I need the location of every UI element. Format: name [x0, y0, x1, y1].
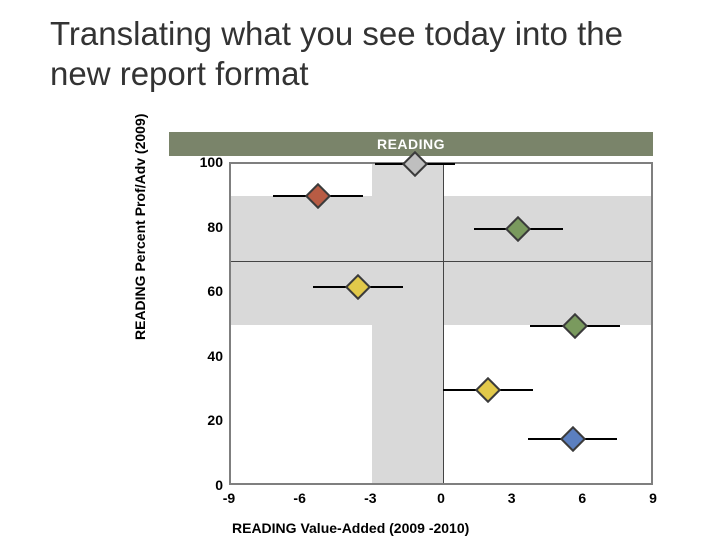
x-tick-label: 3	[508, 490, 516, 506]
y-axis-label: READING Percent Prof/Adv (2009)	[132, 114, 148, 340]
error-bar	[273, 195, 363, 197]
error-bar	[528, 438, 618, 440]
y-tick-label: 100	[200, 154, 223, 170]
y-axis-line	[443, 164, 444, 483]
y-tick-label: 80	[207, 219, 223, 235]
plot-area	[229, 162, 653, 485]
error-bar	[474, 228, 564, 230]
chart-area: 020406080100-9-6-30369	[169, 162, 653, 522]
y-tick-label: 20	[207, 412, 223, 428]
x-tick-label: -9	[223, 490, 235, 506]
error-bar	[443, 389, 533, 391]
x-axis-line	[231, 261, 651, 262]
x-tick-label: 6	[578, 490, 586, 506]
x-tick-label: 9	[649, 490, 657, 506]
x-axis-label: READING Value-Added (2009 -2010)	[232, 520, 469, 536]
error-bar	[313, 286, 403, 288]
y-tick-label: 40	[207, 348, 223, 364]
y-tick-label: 60	[207, 283, 223, 299]
error-bar	[375, 163, 455, 165]
x-tick-label: -6	[293, 490, 305, 506]
x-tick-label: -3	[364, 490, 376, 506]
chart-header: READING	[169, 132, 653, 156]
page-title: Translating what you see today into the …	[50, 14, 670, 93]
x-tick-label: 0	[437, 490, 445, 506]
error-bar	[530, 325, 620, 327]
